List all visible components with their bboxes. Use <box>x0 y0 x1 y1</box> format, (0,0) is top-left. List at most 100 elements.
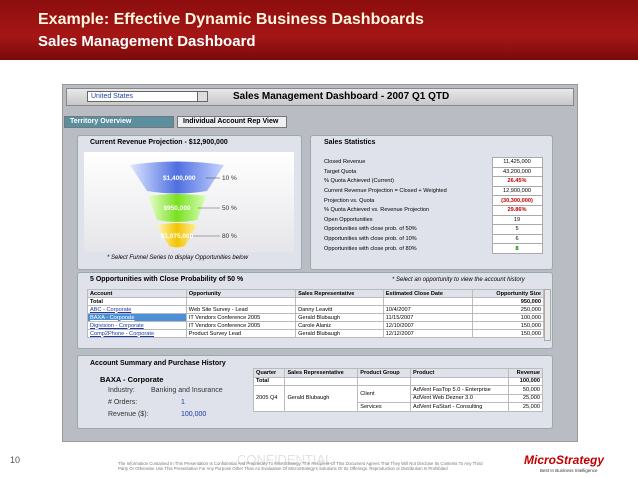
tab[interactable]: Territory Overview <box>64 116 174 128</box>
funnel-stage[interactable] <box>157 223 197 248</box>
stat-value: 8 <box>491 243 543 254</box>
stage-amount: $1,400,000 <box>163 175 196 182</box>
subtitle: Sales Management Dashboard <box>38 33 256 50</box>
page-number: 10 <box>10 455 21 465</box>
stat-value: (30,300,000) <box>491 195 543 206</box>
purchase-row: Services AdVent FaStart - Consulting 25,00… <box>254 402 543 412</box>
cell: IT Vendors Conference 2005 <box>185 313 297 322</box>
stat-row: % Quota Achieved vs. Revenue Projection 2… <box>322 204 543 216</box>
account-table: Quarter Sales Representative Product Group… <box>252 368 543 412</box>
stat-row: % Quota Achieved (Current) 26.45% <box>322 176 543 187</box>
stat-label: Opportunities with close prob. of 10% <box>324 236 417 243</box>
total-row: Total 950,000 <box>87 297 545 306</box>
column-header: Product Group <box>357 368 412 378</box>
cell: Web Site Survey - Lead <box>185 305 297 314</box>
total-label: Total <box>87 297 187 306</box>
field-label: Industry: <box>108 387 135 394</box>
opportunities-table: Account Opportunity Sales Representative Es… <box>87 289 545 338</box>
product: AdVent Web Dezner 3.0 <box>410 393 510 403</box>
stat-label: Current Revenue Projection = Closed + We… <box>324 188 447 195</box>
funnel-stage[interactable] <box>148 194 206 222</box>
product: AdVent FasTop 5.0 - Enterprise <box>410 385 510 395</box>
stage-probability: 10 % <box>222 175 237 182</box>
product-group: Client <box>357 385 412 403</box>
cell: Product Survey Lead <box>185 329 297 338</box>
cell: IT Vendors Conference 2005 <box>185 321 297 330</box>
cell: 250,000 <box>471 305 545 314</box>
empty-cell <box>410 376 510 386</box>
logo: MicroStrategy <box>524 453 605 467</box>
stat-row: Opportunities with close prob. of 10% 6 <box>322 233 543 245</box>
column-header: Account <box>87 289 187 298</box>
opportunity-row[interactable]: BAXA - Corporate IT Vendors Conference 20… <box>87 313 545 322</box>
stat-value: 29.86% <box>491 204 543 216</box>
revenue: 25,000 <box>508 393 543 403</box>
column-header: Opportunity Size <box>471 289 545 298</box>
product-group: Services <box>357 402 412 412</box>
cell: Comp2Phone - Corporate <box>87 329 187 338</box>
note: * Select Funnel Series to display Opport… <box>107 255 249 261</box>
cell: 150,000 <box>471 321 545 330</box>
stat-row: Projection vs. Quota (30,300,000) <box>322 195 543 206</box>
opportunity-row[interactable]: Digivision - Corporate IT Vendors Confere… <box>87 321 545 330</box>
column-header: Revenue <box>508 368 543 378</box>
stat-value: 26.45% <box>491 176 543 187</box>
stat-label: Projection vs. Quota <box>324 197 375 204</box>
stat-row: Current Revenue Projection = Closed + We… <box>322 185 543 197</box>
stage-amount: $950,000 <box>163 205 190 212</box>
opportunity-row[interactable]: ABC - Corporate Web Site Survey - Lead Dan… <box>87 305 545 314</box>
country-dropdown[interactable]: United States <box>87 91 208 102</box>
stat-label: Open Opportunities <box>324 216 373 223</box>
cell: ABC - Corporate <box>87 305 187 314</box>
revenue: 25,000 <box>508 402 543 412</box>
stat-value: 19 <box>491 214 543 226</box>
stat-value: 6 <box>491 233 543 245</box>
stat-label: Opportunities with close prob. of 50% <box>324 226 417 233</box>
account-name: BAXA - Corporate <box>100 375 164 384</box>
panel-title: Sales Statistics <box>324 139 376 146</box>
stat-value: 11,425,000 <box>491 157 543 168</box>
cell: Digivision - Corporate <box>87 321 187 330</box>
total-value: 100,000 <box>508 376 543 386</box>
stage-probability: 80 % <box>222 233 237 240</box>
total-label: Total <box>252 376 286 386</box>
column-header: Opportunity <box>185 289 297 298</box>
panel-title: 5 Opportunities with Close Probability o… <box>90 276 244 283</box>
cell: 12/10/2007 <box>382 321 473 330</box>
tab[interactable]: Individual Account Rep View <box>177 116 287 128</box>
column-header: Sales Representative <box>284 368 359 378</box>
disclaimer: The Information Contained In This Presen… <box>118 461 483 471</box>
title: Example: Effective Dynamic Business Dash… <box>38 11 424 28</box>
stat-label: Opportunities with close prob. of 80% <box>324 245 417 252</box>
stat-row: Open Opportunities 19 <box>322 214 543 226</box>
cell: Gerald Blubaugh <box>295 313 384 322</box>
stat-label: Closed Revenue <box>324 159 366 166</box>
stat-row: Opportunities with close prob. of 80% 8 <box>322 243 543 254</box>
scrollbar[interactable] <box>544 289 551 341</box>
dashboard-title: Sales Management Dashboard - 2007 Q1 QTD <box>233 91 450 102</box>
field-value: Banking and Insurance <box>151 387 223 394</box>
panel-title: Account Summary and Purchase History <box>90 360 226 367</box>
cell: 10/4/2007 <box>382 305 473 314</box>
field-value: 1 <box>181 399 185 406</box>
stat-row: Target Quota 43,200,000 <box>322 166 543 178</box>
stat-value: 43,200,000 <box>491 166 543 178</box>
column-header: Sales Representative <box>295 289 384 298</box>
stat-label: Target Quota <box>324 168 357 175</box>
header-row: Quarter Sales Representative Product Group… <box>252 368 543 378</box>
funnel-stage[interactable] <box>130 161 224 194</box>
stat-value: 12,900,000 <box>491 185 543 197</box>
column-header: Quarter <box>252 368 286 378</box>
cell: 12/12/2007 <box>382 329 473 338</box>
cell: BAXA - Corporate <box>87 313 187 322</box>
total-value: 950,000 <box>471 297 545 306</box>
stats-table: Closed Revenue 11,425,000 Target Quota 43,2… <box>322 157 543 254</box>
stat-row: Opportunities with close prob. of 50% 5 <box>322 224 543 235</box>
panel-title: Current Revenue Projection - $12,900,000 <box>90 139 228 146</box>
opportunity-row[interactable]: Comp2Phone - Corporate Product Survey Lea… <box>87 329 545 338</box>
cell: Gerald Blubaugh <box>295 329 384 338</box>
empty-cell <box>185 297 297 306</box>
purchase-row: 2005 Q4 Gerald Blubaugh Client AdVent FasTo… <box>252 385 543 412</box>
column-header: Product <box>410 368 510 378</box>
